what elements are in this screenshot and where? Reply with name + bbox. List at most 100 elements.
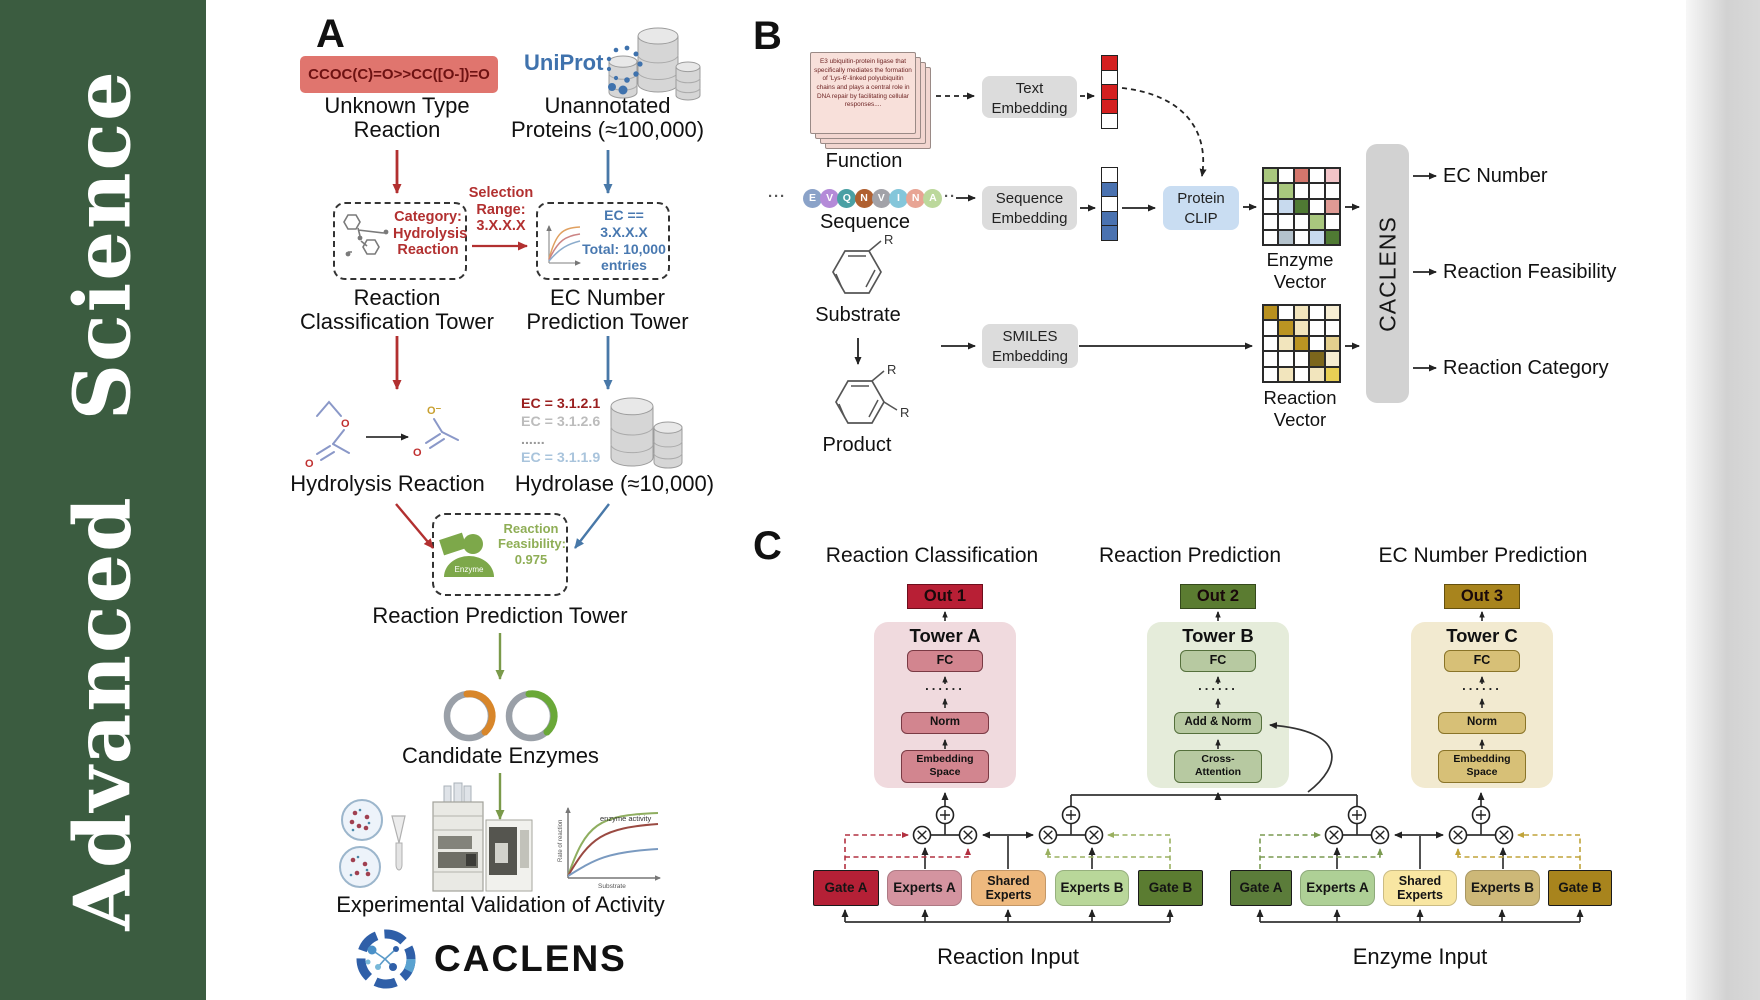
panel-c-label: C	[753, 524, 782, 568]
svg-text:O⁻: O⁻	[427, 405, 442, 417]
tower-layer: Cross- Attention	[1174, 750, 1262, 783]
database-cylinder	[637, 27, 679, 93]
matrix-cell	[1278, 351, 1294, 367]
sequence-residue: N	[854, 189, 874, 208]
gate-dashed-lines	[844, 832, 1581, 869]
lab-equipment	[339, 782, 533, 892]
ec-dashed-box	[536, 202, 670, 280]
panel-a-label: A	[316, 12, 345, 56]
moe-gate-box: Gate B	[1548, 870, 1612, 906]
matrix-cell	[1293, 183, 1310, 199]
multiply-node	[1370, 825, 1390, 845]
database-cylinder	[610, 397, 654, 467]
svg-text:O: O	[341, 418, 350, 430]
unannotated-proteins-label: Unannotated Proteins (≈100,000)	[510, 93, 705, 143]
sequence-residue: V	[871, 189, 891, 208]
caclens-bar-text: CACLENS	[1374, 215, 1400, 332]
matrix-cell	[1293, 320, 1310, 336]
column-header: EC Number Prediction	[1378, 544, 1588, 567]
output-ec-number: EC Number	[1443, 165, 1548, 187]
column-header: Reaction Prediction	[1098, 544, 1282, 567]
tower-dots: ......	[1198, 678, 1238, 693]
matrix-cell	[1278, 168, 1294, 184]
matrix-cell	[1324, 366, 1340, 382]
substrate-label: Substrate	[815, 304, 901, 326]
unknown-reaction-label: Unknown Type Reaction	[324, 93, 470, 143]
database-cylinder	[653, 421, 683, 469]
sequence-label: Sequence	[819, 211, 911, 233]
matrix-cell	[1263, 168, 1279, 184]
enzyme-vector-label: Enzyme Vector	[1266, 249, 1334, 292]
vector-cell	[1101, 225, 1118, 241]
tower-dots: ......	[925, 678, 965, 693]
svg-text:enzyme activity: enzyme activity	[600, 814, 652, 823]
svg-text:Rate of reaction: Rate of reaction	[558, 820, 564, 862]
tower-layer: Norm	[1438, 712, 1526, 734]
matrix-cell	[1309, 214, 1325, 230]
tower-layer: Embedding Space	[1438, 750, 1526, 783]
matrix-cell	[1263, 351, 1279, 367]
matrix-cell	[1309, 351, 1325, 367]
tower-title: Tower C	[1446, 625, 1518, 646]
panel-b-label: B	[753, 14, 782, 58]
add-node	[1471, 805, 1491, 825]
matrix-cell	[1324, 214, 1340, 230]
mixer-nodes	[912, 805, 1514, 845]
matrix-cell	[1278, 229, 1294, 245]
multiply-node	[1324, 825, 1344, 845]
hydrolysis-label: Hydrolysis Reaction	[290, 471, 485, 496]
ec-tower-label: EC Number Prediction Tower	[526, 285, 689, 335]
svg-text:O: O	[413, 447, 422, 459]
matrix-cell	[1293, 168, 1310, 184]
matrix-cell	[1309, 305, 1325, 321]
sequence-residue: E	[803, 189, 822, 208]
ec-box-text: EC == 3.X.X.X Total: 10,000 entries	[582, 207, 666, 274]
matrix-cell	[1309, 229, 1325, 245]
matrix-cell	[1293, 366, 1310, 382]
reaction-vector-matrix	[1262, 304, 1341, 383]
matrix-cell	[1293, 198, 1310, 215]
tower-panel: Tower C FC...... Norm Embedding Space	[1411, 622, 1553, 788]
candidate-enzymes-label: Candidate Enzymes	[402, 743, 599, 768]
caclens-model-bar: CACLENS	[1366, 144, 1409, 403]
moe-expert-box: Shared Experts	[971, 870, 1046, 906]
function-card-text: E3 ubiquitin-protein ligase that specifi…	[814, 58, 912, 109]
out-box: Out 2	[1180, 584, 1256, 609]
protein-clip-box: Protein CLIP	[1163, 186, 1239, 230]
tower-panel: Tower B FC...... Add & Norm Cross- Attentio…	[1147, 622, 1289, 788]
smiles-embedding-box: SMILES Embedding	[982, 324, 1078, 368]
matrix-cell	[1293, 229, 1310, 245]
multiply-node	[958, 825, 978, 845]
text-embedding-vector	[1101, 55, 1118, 129]
matrix-cell	[1263, 320, 1279, 336]
moe-gate-box: Gate A	[813, 870, 879, 906]
substrate-molecule: R	[832, 232, 893, 294]
product-label: Product	[822, 434, 892, 456]
matrix-cell	[1263, 366, 1279, 382]
matrix-cell	[1309, 335, 1325, 352]
matrix-cell	[1324, 198, 1340, 215]
uniprot-swirl-icon	[606, 45, 643, 95]
matrix-cell	[1263, 214, 1279, 230]
matrix-cell	[1293, 214, 1310, 230]
moe-expert-box: Experts A	[887, 870, 962, 906]
candidate-enzymes-icon	[443, 690, 558, 742]
out-box: Out 3	[1444, 584, 1520, 609]
sequence-residue: I	[889, 189, 908, 208]
validation-label: Experimental Validation of Activity	[336, 892, 665, 917]
category-text: Category: Hydrolysis Reaction	[393, 209, 468, 259]
enzyme-vector-matrix	[1262, 167, 1341, 246]
add-node	[935, 805, 955, 825]
matrix-cell	[1324, 305, 1340, 321]
moe-expert-box: Experts B	[1055, 870, 1129, 906]
matrix-cell	[1263, 335, 1279, 352]
caclens-wordmark: CACLENS	[434, 938, 627, 979]
sequence-ellipsis-right: ···	[938, 188, 956, 205]
matrix-cell	[1293, 351, 1310, 367]
hydrolysis-molecules: O O O⁻ O	[305, 400, 459, 470]
journal-name: Advanced Science	[57, 69, 149, 931]
matrix-cell	[1293, 335, 1310, 352]
add-node	[1347, 805, 1367, 825]
smiles-reaction-box: CCOC(C)=O>>CC([O-])=O	[300, 56, 498, 93]
out-box: Out 1	[907, 584, 983, 609]
